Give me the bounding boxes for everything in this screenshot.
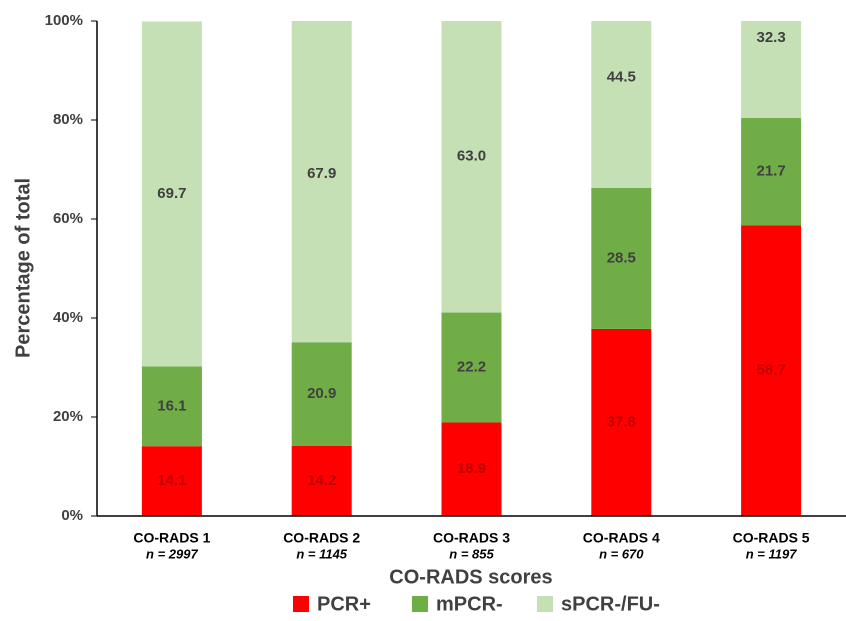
y-tick-label: 80% xyxy=(53,111,83,128)
data-label: 14.1 xyxy=(157,472,186,489)
bar-segment xyxy=(141,366,202,447)
data-label: 44.5 xyxy=(607,69,636,86)
bar-segment xyxy=(291,342,352,446)
x-tick-label: CO-RADS 1 xyxy=(133,530,210,546)
bar-segment xyxy=(141,446,202,516)
y-tick-label: 100% xyxy=(45,12,83,29)
legend-label: PCR+ xyxy=(317,593,371,615)
data-label: 67.9 xyxy=(307,165,336,182)
plot-area xyxy=(141,21,802,516)
y-tick-label: 40% xyxy=(53,309,83,326)
sample-size-label: n = 1197 xyxy=(746,546,797,561)
bar-segment xyxy=(441,312,502,423)
legend-swatch xyxy=(537,596,553,612)
legend-swatch xyxy=(293,596,309,612)
data-label: 21.7 xyxy=(756,163,785,180)
bar-segment xyxy=(591,21,652,188)
data-label: 63.0 xyxy=(457,148,486,165)
y-tick-label: 20% xyxy=(53,408,83,425)
x-tick-label: CO-RADS 3 xyxy=(433,530,510,546)
sample-size-label: n = 670 xyxy=(599,546,644,561)
data-label: 69.7 xyxy=(157,185,186,202)
bar-segment xyxy=(741,21,802,119)
bar-segment xyxy=(441,422,502,516)
bar-segment xyxy=(141,21,202,367)
data-label: 32.3 xyxy=(756,29,785,46)
y-tick-label: 60% xyxy=(53,210,83,227)
bar-segment xyxy=(741,118,802,226)
bar-segment xyxy=(441,21,502,313)
x-tick-label: CO-RADS 5 xyxy=(733,530,810,546)
data-label: 14.2 xyxy=(307,472,336,489)
data-label: 20.9 xyxy=(307,385,336,402)
y-tick-label: 0% xyxy=(61,507,83,524)
bar-segment xyxy=(291,21,352,343)
x-axis-title: CO-RADS scores xyxy=(389,566,552,588)
bar-segment xyxy=(291,445,352,516)
bar-segment xyxy=(741,225,802,516)
data-label: 18.9 xyxy=(457,460,486,477)
data-label: 22.2 xyxy=(457,358,486,375)
legend-label: sPCR-/FU- xyxy=(561,593,660,615)
x-tick-label: CO-RADS 4 xyxy=(583,530,660,546)
x-tick-label: CO-RADS 2 xyxy=(283,530,360,546)
legend-swatch xyxy=(412,596,428,612)
data-label: 16.1 xyxy=(157,397,186,414)
data-label: 58.7 xyxy=(756,362,785,379)
sample-size-label: n = 855 xyxy=(449,546,494,561)
data-label: 37.8 xyxy=(607,413,636,430)
data-label: 28.5 xyxy=(607,249,636,266)
bar-segment xyxy=(591,328,652,516)
sample-size-label: n = 2997 xyxy=(146,546,198,561)
y-axis-title: Percentage of total xyxy=(12,178,34,358)
bar-segment xyxy=(591,187,652,329)
sample-size-label: n = 1145 xyxy=(296,546,347,561)
legend-label: mPCR- xyxy=(436,593,503,615)
